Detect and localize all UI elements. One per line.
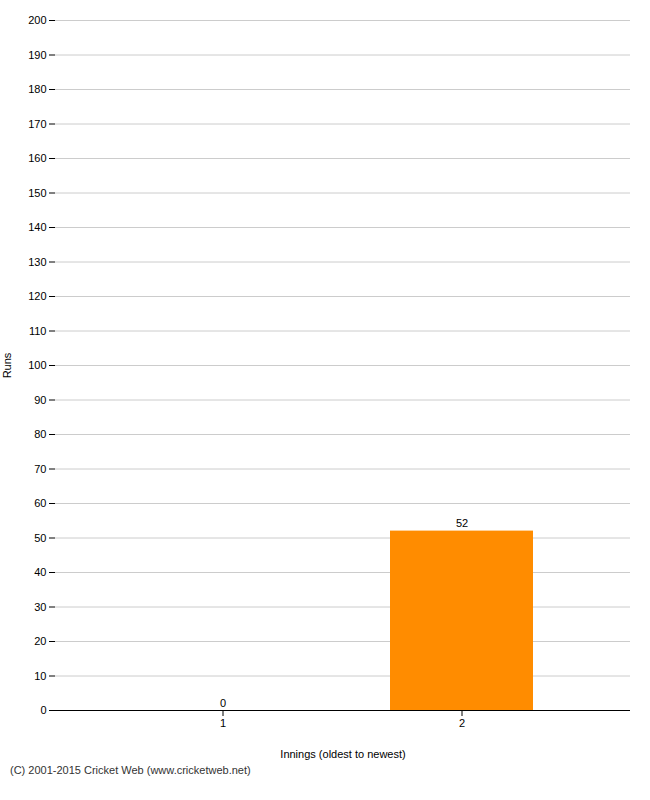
svg-text:140: 140: [28, 221, 46, 233]
svg-text:180: 180: [28, 83, 46, 95]
svg-text:150: 150: [28, 187, 46, 199]
svg-text:60: 60: [34, 497, 46, 509]
svg-text:0: 0: [220, 697, 226, 709]
svg-text:80: 80: [34, 428, 46, 440]
svg-text:190: 190: [28, 49, 46, 61]
svg-text:120: 120: [28, 290, 46, 302]
svg-text:100: 100: [28, 359, 46, 371]
svg-text:90: 90: [34, 394, 46, 406]
svg-text:110: 110: [29, 325, 47, 337]
svg-text:2: 2: [459, 717, 465, 729]
svg-text:20: 20: [34, 635, 46, 647]
svg-text:30: 30: [34, 601, 46, 613]
svg-text:52: 52: [456, 517, 468, 529]
svg-text:40: 40: [34, 566, 46, 578]
svg-text:130: 130: [28, 256, 46, 268]
svg-text:200: 200: [28, 14, 46, 26]
svg-text:10: 10: [34, 670, 46, 682]
svg-text:0: 0: [40, 704, 46, 716]
svg-text:160: 160: [28, 152, 46, 164]
svg-text:50: 50: [34, 532, 46, 544]
svg-text:170: 170: [28, 118, 46, 130]
svg-text:Innings (oldest to newest): Innings (oldest to newest): [280, 748, 405, 760]
svg-text:70: 70: [34, 463, 46, 475]
svg-text:1: 1: [220, 717, 226, 729]
svg-text:Runs: Runs: [1, 352, 13, 378]
html-text:(C) 2001-2015 Cricket Web (www: (C) 2001-2015 Cricket Web (www.cricketwe…: [10, 764, 251, 776]
